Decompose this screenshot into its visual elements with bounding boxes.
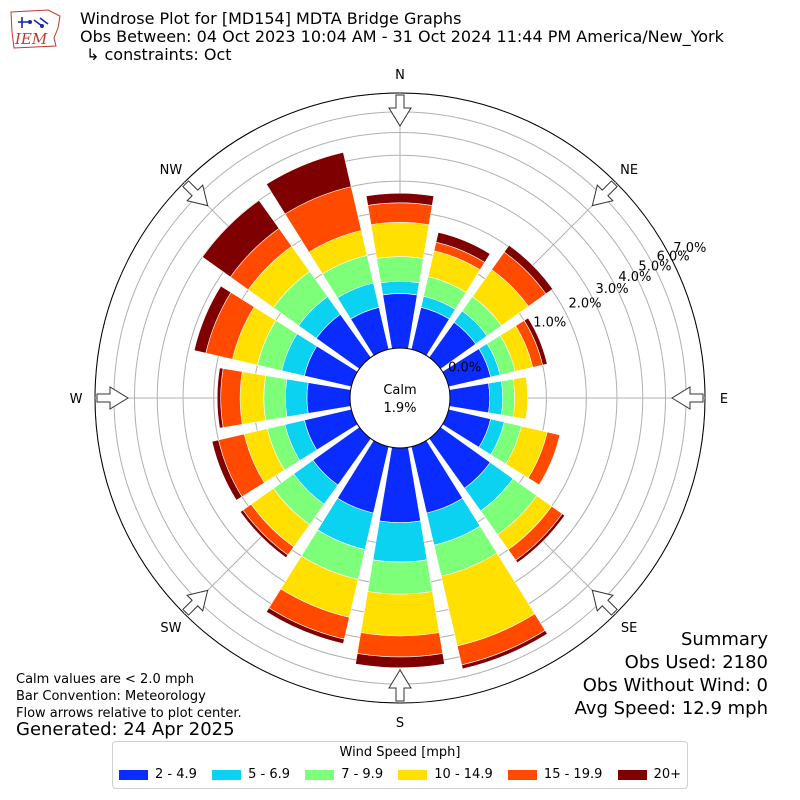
radial-tick-label: 4.0% [618, 270, 651, 285]
calm-circle [349, 347, 451, 449]
legend-label: 5 - 6.9 [248, 767, 290, 782]
rose-bar-wnw-bin5 [193, 285, 232, 354]
radial-tick-label: 7.0% [673, 241, 706, 256]
legend-item: 7 - 9.9 [305, 767, 383, 782]
legend-item: 5 - 6.9 [212, 767, 290, 782]
compass-label-w: W [70, 392, 83, 407]
compass-label-sw: SW [160, 621, 181, 636]
summary-obs-without-wind: Obs Without Wind: 0 [582, 675, 768, 696]
note-calm-values: Calm values are < 2.0 mph [16, 672, 195, 687]
rose-bar-w-bin2 [263, 375, 288, 421]
rose-bar-nne-bin5 [435, 232, 491, 263]
legend-item: 2 - 4.9 [119, 767, 197, 782]
rose-bar-n-bin5 [365, 192, 435, 206]
compass-arrow-sw [182, 589, 209, 616]
calm-label: Calm [383, 383, 416, 398]
legend-item: 15 - 19.9 [507, 767, 603, 782]
compass-arrow-se [591, 589, 618, 616]
rose-bar-e-bin2 [501, 378, 515, 418]
rose-bar-s-bin3 [360, 591, 440, 637]
compass-label-se: SE [621, 621, 637, 636]
rose-bar-w-bin1 [285, 378, 309, 418]
legend-swatch [119, 769, 148, 780]
iem-logo-text: IEM [14, 30, 48, 48]
legend-swatch [305, 769, 335, 780]
compass-arrow-s [388, 669, 412, 702]
rose-bar-w-bin4 [220, 368, 243, 428]
rose-bar-n-bin1 [380, 280, 420, 296]
chart-title: Windrose Plot for [MD154] MDTA Bridge Gr… [80, 9, 462, 28]
legend-item: 20+ [617, 767, 681, 782]
rose-bar-s-bin4 [356, 632, 444, 658]
legend-label: 10 - 14.9 [434, 767, 493, 782]
compass-arrow-e [671, 386, 704, 410]
rose-bar-s-bin2 [367, 559, 433, 595]
rose-bar-w-bin3 [239, 371, 267, 425]
rose-bar-n-bin0 [382, 293, 418, 350]
compass-label-nw: NW [160, 163, 183, 178]
legend-label: 20+ [653, 767, 681, 782]
rose-bar-s-bin5 [355, 653, 445, 669]
rose-bar-se-bin5 [515, 513, 566, 564]
generated-date: Generated: 24 Apr 2025 [16, 719, 235, 740]
rose-bar-s-bin1 [372, 520, 428, 563]
radial-tick-label: 5.0% [638, 259, 671, 274]
radial-tick-label: 6.0% [657, 250, 690, 265]
legend-swatch [507, 769, 537, 780]
rose-bar-ne-bin5 [503, 244, 554, 295]
rose-bar-nw-bin5 [201, 199, 280, 278]
rose-bar-n-bin4 [367, 202, 433, 226]
rose-bar-ene-bin5 [523, 317, 548, 366]
chart-constraints: ↳ constraints: Oct [86, 45, 232, 64]
legend-item: 10 - 14.9 [398, 767, 493, 782]
compass-arrow-ne [591, 180, 618, 207]
rose-bar-w-bin5 [216, 367, 224, 429]
compass-arrow-n [388, 94, 412, 127]
summary-title: Summary [681, 629, 768, 650]
legend-label: 2 - 4.9 [155, 767, 197, 782]
rose-bar-ese-bin4 [527, 431, 561, 486]
radial-tick-label: 3.0% [596, 282, 629, 297]
legend-swatch [398, 769, 428, 780]
rose-bar-e-bin3 [512, 376, 528, 420]
rose-bar-e-bin1 [488, 380, 504, 416]
radial-tick-label: 1.0% [533, 315, 566, 330]
calm-percent: 1.9% [383, 401, 416, 416]
rose-bar-sse-bin5 [461, 629, 548, 670]
summary-avg-speed: Avg Speed: 12.9 mph [574, 698, 768, 719]
note-bar-convention: Bar Convention: Meteorology [16, 689, 206, 704]
rose-bar-wsw-bin5 [211, 439, 243, 501]
rose-bar-n-bin3 [370, 222, 430, 259]
compass-label-ne: NE [620, 163, 638, 178]
compass-arrow-w [96, 386, 129, 410]
rose-bar-w-bin0 [306, 382, 352, 414]
legend-label: 7 - 9.9 [341, 767, 384, 782]
radial-tick-label: 2.0% [568, 297, 601, 312]
rose-bar-sw-bin5 [239, 509, 289, 559]
legend: Wind Speed [mph] 2 - 4.9 5 - 6.9 7 - 9.9… [112, 741, 688, 789]
legend-swatch [212, 769, 242, 780]
summary-obs-used: Obs Used: 2180 [624, 652, 768, 673]
compass-label-e: E [720, 392, 728, 407]
legend-title: Wind Speed [mph] [339, 745, 461, 760]
iem-logo: IEM [10, 9, 61, 49]
compass-label-s: S [396, 716, 404, 731]
legend-swatch [617, 769, 647, 780]
rose-bar-n-bin2 [376, 256, 424, 284]
rose-bar-ssw-bin5 [265, 607, 345, 645]
rose-bar-nnw-bin5 [265, 151, 352, 215]
rose-bar-e-bin0 [448, 382, 491, 414]
note-flow-arrows: Flow arrows relative to plot center. [16, 706, 242, 721]
legend-label: 15 - 19.9 [543, 767, 603, 782]
chart-obs-range: Obs Between: 04 Oct 2023 10:04 AM - 31 O… [80, 27, 724, 46]
compass-arrow-nw [182, 180, 209, 207]
radial-tick-label: 0.0% [448, 361, 481, 376]
compass-label-n: N [395, 68, 405, 83]
